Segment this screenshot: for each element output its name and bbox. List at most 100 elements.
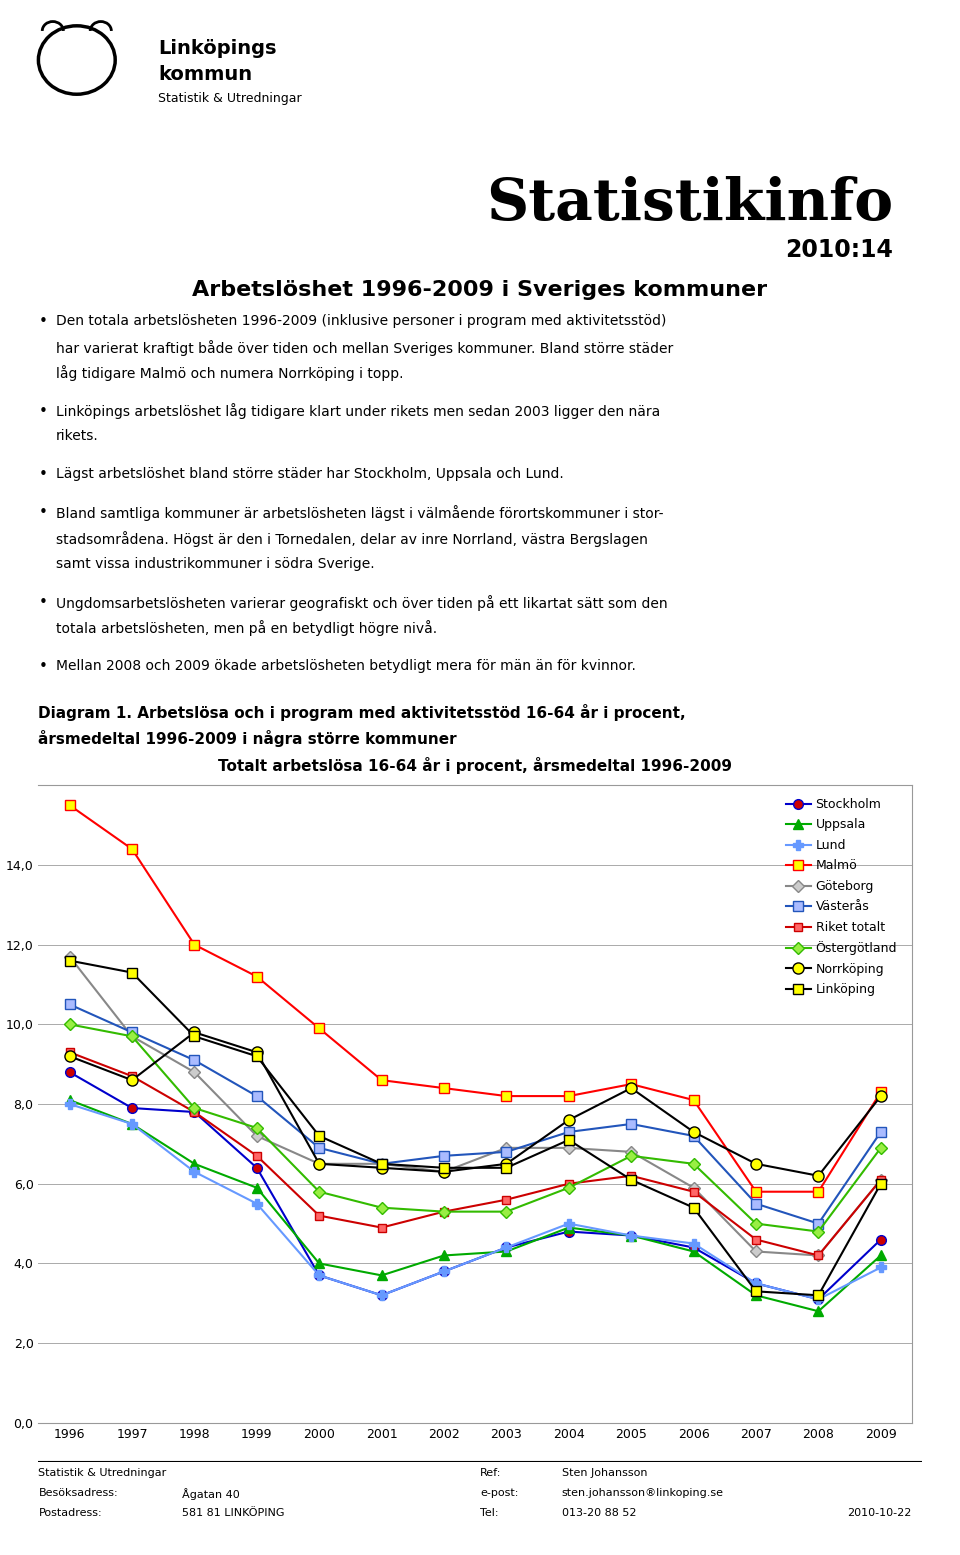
- Uppsala: [875, 1246, 886, 1264]
- Line: Lund: Lund: [64, 1099, 886, 1305]
- Norrköping: [313, 1154, 324, 1172]
- Stockholm: [127, 1099, 138, 1118]
- Text: Postadress:: Postadress:: [38, 1508, 102, 1518]
- Stockholm: [812, 1291, 824, 1309]
- Lund: [251, 1194, 262, 1213]
- Malmö: [751, 1182, 762, 1200]
- Text: •: •: [38, 466, 47, 482]
- Östergötland: [63, 1015, 75, 1034]
- Legend: Stockholm, Uppsala, Lund, Malmö, Göteborg, Västerås, Riket totalt, Östergötland,: Stockholm, Uppsala, Lund, Malmö, Götebor…: [780, 793, 902, 1001]
- Lund: [438, 1263, 449, 1281]
- Text: kommun: kommun: [158, 65, 252, 84]
- Stockholm: [875, 1230, 886, 1249]
- Göteborg: [687, 1179, 699, 1197]
- Västerås: [127, 1023, 138, 1042]
- Text: 2010:14: 2010:14: [785, 238, 893, 261]
- Text: e-post:: e-post:: [480, 1488, 518, 1497]
- Malmö: [500, 1087, 512, 1106]
- Text: Diagram 1. Arbetslösa och i program med aktivitetsstöd 16-64 år i procent,: Diagram 1. Arbetslösa och i program med …: [38, 704, 686, 722]
- Riket totalt: [251, 1146, 262, 1165]
- Malmö: [812, 1182, 824, 1200]
- Line: Göteborg: Göteborg: [65, 953, 885, 1260]
- Västerås: [63, 995, 75, 1014]
- Uppsala: [812, 1302, 824, 1320]
- Text: Statistikinfo: Statistikinfo: [486, 176, 893, 232]
- Text: låg tidigare Malmö och numera Norrköping i topp.: låg tidigare Malmö och numera Norrköping…: [56, 365, 403, 381]
- Östergötland: [875, 1138, 886, 1157]
- Västerås: [251, 1087, 262, 1106]
- Uppsala: [313, 1253, 324, 1272]
- Text: 2010-10-22: 2010-10-22: [848, 1508, 912, 1518]
- Text: Tel:: Tel:: [480, 1508, 498, 1518]
- Stockholm: [500, 1238, 512, 1256]
- Lund: [313, 1266, 324, 1284]
- Malmö: [563, 1087, 574, 1106]
- Linköping: [188, 1026, 200, 1045]
- Norrköping: [438, 1163, 449, 1182]
- Lund: [375, 1286, 387, 1305]
- Linköping: [687, 1199, 699, 1218]
- Text: årsmedeltal 1996-2009 i några större kommuner: årsmedeltal 1996-2009 i några större kom…: [38, 729, 457, 746]
- Text: Bland samtliga kommuner är arbetslösheten lägst i välmående förortskommuner i st: Bland samtliga kommuner är arbetslöshete…: [56, 505, 663, 521]
- Text: Ågatan 40: Ågatan 40: [182, 1488, 240, 1501]
- Text: •: •: [38, 403, 47, 418]
- Göteborg: [751, 1242, 762, 1261]
- Line: Västerås: Västerås: [64, 1000, 886, 1228]
- Riket totalt: [188, 1102, 200, 1121]
- Stockholm: [188, 1102, 200, 1121]
- Uppsala: [63, 1090, 75, 1109]
- Stockholm: [313, 1266, 324, 1284]
- Göteborg: [625, 1143, 636, 1162]
- Göteborg: [375, 1154, 387, 1172]
- Lund: [625, 1227, 636, 1246]
- Uppsala: [188, 1154, 200, 1172]
- Malmö: [127, 840, 138, 858]
- Göteborg: [63, 947, 75, 966]
- Norrköping: [500, 1154, 512, 1172]
- Stockholm: [438, 1263, 449, 1281]
- Västerås: [188, 1051, 200, 1070]
- Göteborg: [188, 1064, 200, 1082]
- Malmö: [625, 1075, 636, 1093]
- Linköping: [500, 1158, 512, 1177]
- Text: •: •: [38, 505, 47, 521]
- Text: Statistik & Utredningar: Statistik & Utredningar: [38, 1468, 167, 1477]
- Stockholm: [63, 1064, 75, 1082]
- Norrköping: [188, 1023, 200, 1042]
- Riket totalt: [500, 1191, 512, 1210]
- Norrköping: [625, 1079, 636, 1098]
- Lund: [563, 1214, 574, 1233]
- Text: Sten Johansson: Sten Johansson: [562, 1468, 647, 1477]
- Västerås: [500, 1143, 512, 1162]
- Norrköping: [375, 1158, 387, 1177]
- Stockholm: [251, 1158, 262, 1177]
- Västerås: [812, 1214, 824, 1233]
- Malmö: [313, 1019, 324, 1037]
- Östergötland: [625, 1146, 636, 1165]
- Östergötland: [687, 1154, 699, 1172]
- Linköping: [625, 1171, 636, 1190]
- Göteborg: [563, 1138, 574, 1157]
- Riket totalt: [751, 1230, 762, 1249]
- Text: Linköpings arbetslöshet låg tidigare klart under rikets men sedan 2003 ligger de: Linköpings arbetslöshet låg tidigare kla…: [56, 403, 660, 420]
- Riket totalt: [127, 1067, 138, 1085]
- Malmö: [875, 1082, 886, 1101]
- Linköping: [127, 963, 138, 981]
- Göteborg: [313, 1154, 324, 1172]
- Göteborg: [875, 1171, 886, 1190]
- Line: Stockholm: Stockholm: [64, 1067, 886, 1305]
- Norrköping: [63, 1047, 75, 1065]
- Text: Statistik & Utredningar: Statistik & Utredningar: [158, 92, 302, 104]
- Norrköping: [687, 1123, 699, 1141]
- Lund: [751, 1274, 762, 1292]
- Text: Den totala arbetslösheten 1996-2009 (inklusive personer i program med aktivitets: Den totala arbetslösheten 1996-2009 (ink…: [56, 314, 666, 328]
- Östergötland: [313, 1182, 324, 1200]
- Stockholm: [625, 1227, 636, 1246]
- Uppsala: [375, 1266, 387, 1284]
- Text: totala arbetslösheten, men på en betydligt högre nivå.: totala arbetslösheten, men på en betydli…: [56, 620, 437, 636]
- Malmö: [63, 796, 75, 815]
- Riket totalt: [875, 1171, 886, 1190]
- Text: 013-20 88 52: 013-20 88 52: [562, 1508, 636, 1518]
- Riket totalt: [812, 1246, 824, 1264]
- Linköping: [375, 1154, 387, 1172]
